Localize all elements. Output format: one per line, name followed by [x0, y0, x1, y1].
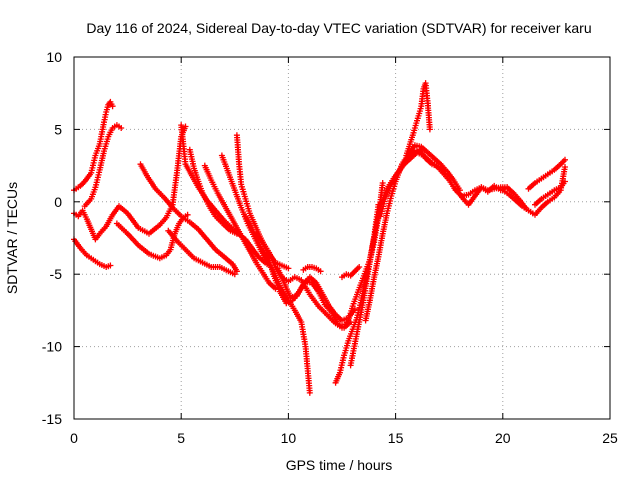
series-trace-26 [499, 164, 568, 218]
series-trace-22 [362, 142, 463, 324]
y-axis-label: SDTVAR / TECUs [4, 182, 20, 294]
series-trace-27 [525, 156, 568, 192]
axis-ticks: 0 5 10 15 20 25 -15 -10 -5 0 5 10 [42, 49, 618, 446]
series-markers [201, 162, 279, 292]
chart-title: Day 116 of 2024, Sidereal Day-to-day VTE… [86, 20, 591, 36]
series-trace-7 [165, 227, 238, 278]
series-markers [137, 161, 240, 275]
y-tick-label: 10 [46, 49, 62, 65]
x-tick-label: 5 [177, 430, 185, 446]
series-trace-28 [532, 178, 568, 208]
x-axis-label: GPS time / hours [286, 457, 393, 473]
series-markers [165, 227, 238, 278]
series-markers [403, 80, 433, 159]
series-trace-9 [186, 146, 240, 237]
series-trace-5 [113, 211, 191, 262]
series-markers [532, 178, 568, 208]
plot-frame [73, 56, 611, 420]
series-trace-2 [81, 122, 125, 210]
series-trace-24 [403, 80, 433, 159]
y-tick-label: 5 [54, 121, 62, 137]
series-trace-1 [71, 98, 116, 194]
y-tick-label: -15 [42, 411, 62, 427]
series-trace-10 [201, 162, 279, 292]
series-trace-16 [274, 265, 358, 324]
y-tick-label: -5 [50, 266, 63, 282]
x-tick-label: 20 [495, 430, 511, 446]
series-markers [186, 146, 240, 237]
series-trace-17 [300, 264, 324, 275]
data-series [71, 80, 568, 396]
series-markers [525, 156, 568, 192]
x-tick-label: 10 [281, 430, 297, 446]
series-markers [300, 264, 324, 275]
series-trace-20 [339, 264, 363, 281]
x-tick-label: 25 [602, 430, 618, 446]
series-markers [339, 264, 363, 281]
x-tick-label: 15 [388, 430, 404, 446]
series-markers [113, 211, 191, 262]
y-tick-label: -10 [42, 339, 62, 355]
series-markers [81, 122, 125, 210]
y-tick-label: 0 [54, 194, 62, 210]
x-tick-label: 0 [70, 430, 78, 446]
series-trace-6 [137, 161, 240, 275]
